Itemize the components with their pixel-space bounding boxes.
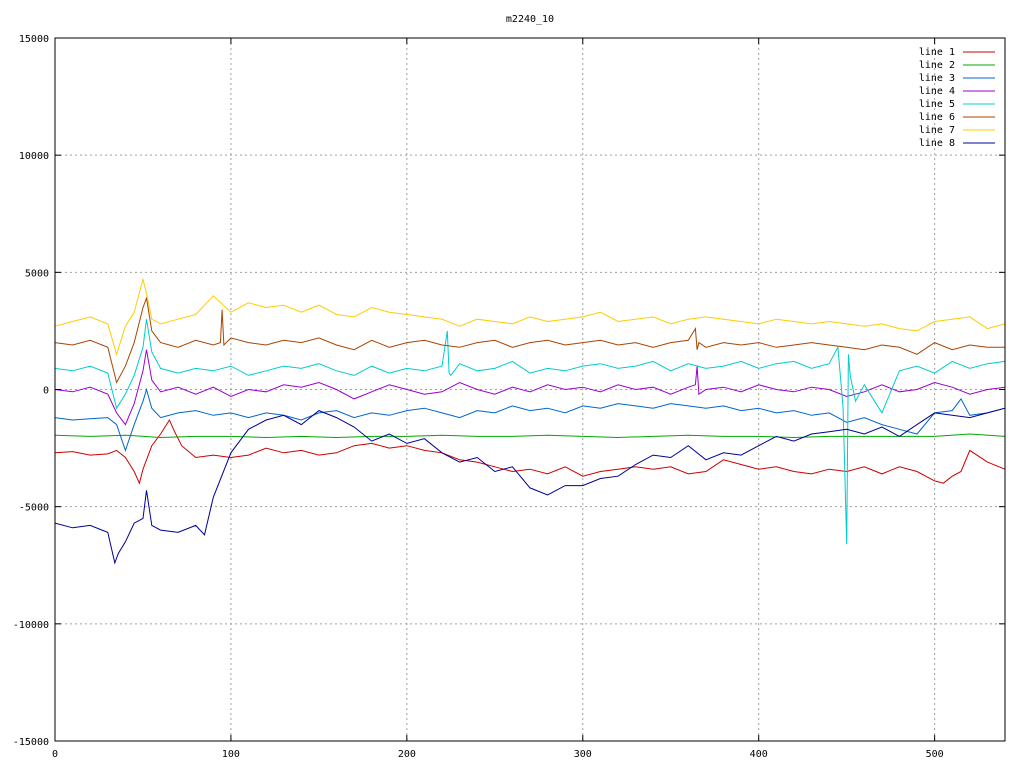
legend-label: line 7	[919, 125, 955, 136]
legend-label: line 5	[919, 99, 955, 110]
series-line-4	[54, 349, 1006, 426]
series-line-7	[54, 277, 1006, 357]
legend: line 1 line 2 line 3 line 4 line 5 line 6 line…	[919, 47, 995, 149]
y-tick-label: 5000	[25, 268, 49, 279]
x-tick-label: 100	[222, 749, 240, 760]
legend-label: line 3	[919, 73, 955, 84]
series-line-2	[54, 433, 1006, 439]
y-tick-label: -15000	[13, 737, 49, 748]
series-line-1	[54, 418, 1006, 485]
series-line-6	[54, 296, 1005, 384]
y-tick-label: 15000	[19, 34, 49, 45]
series-line-3	[54, 387, 1006, 452]
x-tick-label: 300	[574, 749, 592, 760]
series-line-8	[54, 407, 1006, 565]
y-tick-label: 10000	[19, 151, 49, 162]
legend-label: line 4	[919, 86, 955, 97]
x-tick-label: 0	[52, 749, 58, 760]
chart-title: m2240_10	[506, 14, 554, 25]
series-group	[54, 277, 1006, 565]
legend-label: line 6	[919, 112, 955, 123]
ticks: 0 100 200 300 400 500 -15000 -10000 -5000 0 5000 10…	[13, 34, 1005, 760]
legend-label: line 1	[919, 47, 955, 58]
x-tick-label: 200	[398, 749, 416, 760]
x-tick-label: 500	[926, 749, 944, 760]
x-tick-label: 400	[750, 749, 768, 760]
legend-label: line 2	[919, 60, 955, 71]
y-tick-label: -10000	[13, 620, 49, 631]
legend-label: line 8	[919, 138, 955, 149]
y-tick-label: 0	[43, 386, 49, 397]
series-line-5	[54, 319, 1006, 545]
y-tick-label: -5000	[19, 503, 49, 514]
